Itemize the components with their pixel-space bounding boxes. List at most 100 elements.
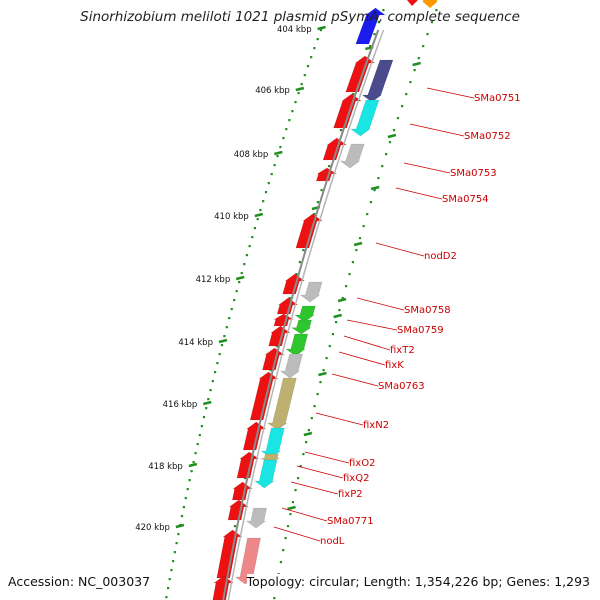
minor-tick [387,133,397,139]
inner-tick-dot [426,33,429,36]
label-leader [331,373,379,387]
label-leader [296,465,344,479]
scale-label: 414 kbp [178,338,213,348]
outer-tick-dot [165,596,168,599]
outer-tick-dot [188,479,191,482]
inner-tick-dot [381,165,384,168]
inner-tick-dot [305,441,308,444]
scale-label: 412 kbp [196,275,231,285]
gene-feature [333,93,363,129]
minor-tick [318,371,327,377]
inner-tick-dot [297,477,300,480]
minor-tick [370,185,380,191]
label-leader [356,297,405,311]
outer-tick-dot [264,191,268,194]
inner-tick-dot [322,369,325,372]
outer-tick-dot [167,587,170,590]
outer-tick-dot [177,533,180,536]
gene-feature [299,281,323,303]
inner-tick-dot [369,45,372,48]
inner-tick-dot [352,93,355,96]
outer-tick-dot [168,578,171,581]
outer-tick-dot [270,173,273,176]
outer-tick-dot [267,182,270,185]
outer-tick-dot [253,227,256,230]
outer-tick-dot [186,488,189,491]
outer-tick-dot [205,407,208,410]
outer-tick-dot [316,38,319,41]
outer-tick-dot [216,362,219,365]
outer-tick-dot [294,101,297,104]
label-leader [343,335,391,351]
outer-tick-dot [223,335,226,338]
outer-tick-dot [190,470,193,473]
label-leader [273,526,321,542]
major-tick [317,25,326,31]
outer-tick-dot [235,290,238,293]
gene-feature [339,143,365,169]
inner-tick-dot [362,225,365,228]
gene-label: SMa0752 [464,131,511,142]
major-tick [235,275,245,281]
gene-feature [294,305,316,323]
inner-tick-dot [335,321,338,324]
inner-tick-dot [328,345,331,348]
label-leader [290,481,339,495]
gene-label: fixT2 [390,345,415,356]
major-tick [295,86,305,92]
inner-tick-dot [295,273,298,276]
outer-tick-dot [248,245,251,248]
inner-tick-dot [417,57,420,60]
outer-tick-dot [202,416,206,419]
inner-tick-dot [366,213,369,216]
outer-tick-dot [262,200,265,203]
inner-tick-dot [377,21,380,24]
outer-tick-dot [245,254,248,257]
major-tick [188,462,198,468]
inner-tick-dot [294,489,297,492]
gene-feature [282,273,306,295]
inner-tick-dot [358,237,362,240]
inner-tick-dot [291,501,294,504]
inner-tick-dot [282,549,285,552]
inner-tick-dot [396,117,400,120]
gene-label: fixN2 [363,420,389,431]
minor-tick [333,313,342,319]
inner-tick-dot [319,381,322,384]
outer-tick-dot [228,317,231,320]
inner-tick-dot [316,393,319,396]
inner-tick-dot [275,345,278,348]
scale-label: 418 kbp [148,462,183,472]
inner-tick-dot [331,333,334,336]
outer-tick-dot [209,389,212,392]
gene-feature [295,213,324,249]
outer-tick-dot [319,29,323,32]
outer-tick-dot [238,281,241,284]
outer-tick-dot [233,299,236,302]
inner-tick-dot [310,417,313,420]
inner-tick-dot [325,357,328,360]
gene-feature [236,451,260,479]
gene-label: fixK [385,360,404,371]
gene-label: SMa0753 [450,168,497,179]
inner-tick-dot [430,21,433,24]
outer-tick-dot [310,56,313,59]
gene-label: SMa0758 [404,305,451,316]
inner-tick-dot [413,69,416,72]
gene-feature [249,371,279,421]
outer-tick-dot [243,263,246,266]
outer-tick-dot [285,128,288,131]
scale-label: 408 kbp [234,150,269,160]
gene-label: SMa0771 [327,516,374,527]
scale-label: 406 kbp [255,86,290,96]
minor-tick [303,431,313,437]
gene-label: SMa0754 [442,194,489,205]
gene-feature [279,353,303,379]
map-title: Sinorhizobium meliloti 1021 plasmid pSym… [80,9,520,25]
outer-tick-dot [306,65,310,68]
gene-feature [242,421,267,451]
inner-tick-dot [348,273,351,276]
outer-tick-dot [251,236,254,239]
outer-tick-dot [220,344,224,347]
inner-tick-dot [435,9,438,12]
